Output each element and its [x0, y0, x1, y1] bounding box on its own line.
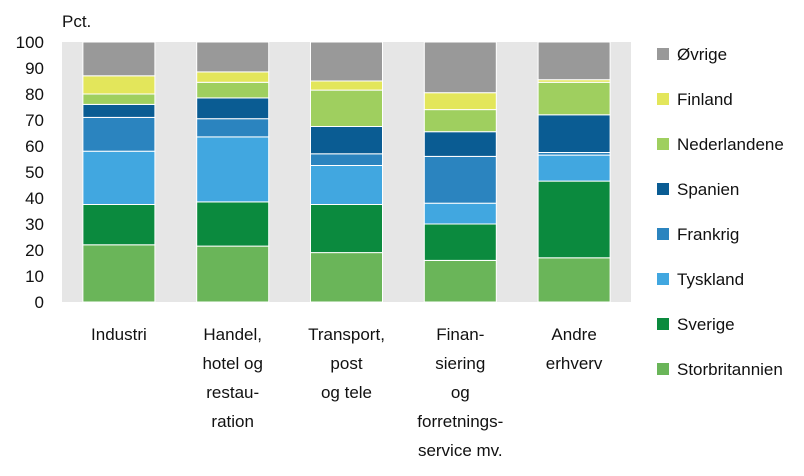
bar-segment — [82, 204, 156, 246]
bar-segment — [310, 165, 383, 205]
bar-segment — [82, 93, 156, 105]
y-tick-label: 100 — [16, 33, 44, 52]
bar-segment — [310, 41, 383, 82]
y-tick-label: 10 — [25, 267, 44, 286]
legend-label: Sverige — [677, 315, 735, 334]
bar-segment — [196, 201, 270, 247]
legend-swatch — [657, 138, 669, 150]
bar-segment — [423, 131, 497, 157]
x-tick-label: Handel, — [203, 325, 262, 344]
x-tick-label: Transport, — [308, 325, 385, 344]
bar-segment — [423, 223, 497, 261]
x-tick-label: og tele — [321, 383, 372, 402]
legend-swatch — [657, 183, 669, 195]
bar-segment — [423, 155, 497, 204]
bar-segment — [537, 180, 611, 259]
bar-segment — [423, 92, 497, 111]
x-tick-label: Andre — [551, 325, 596, 344]
bar-segment — [196, 136, 270, 203]
y-tick-label: 70 — [25, 111, 44, 130]
bar-segment — [196, 81, 270, 99]
legend-label: Nederlandene — [677, 135, 784, 154]
legend-label: Storbritannien — [677, 360, 783, 379]
legend-label: Spanien — [677, 180, 739, 199]
bar-segment — [537, 41, 611, 81]
x-tick-label: service mv. — [418, 441, 503, 460]
x-tick-label: og — [451, 383, 470, 402]
bar-segment — [310, 153, 383, 167]
y-tick-label: 30 — [25, 215, 44, 234]
y-tick-label: 80 — [25, 85, 44, 104]
bar-segment — [537, 154, 611, 182]
bar-segment — [310, 252, 383, 303]
x-tick-label: siering — [435, 354, 485, 373]
bar-segment — [82, 116, 156, 152]
bar-segment — [196, 41, 270, 73]
bar-segment — [423, 109, 497, 133]
bar-segment — [196, 97, 270, 120]
bar-segment — [310, 89, 383, 127]
bar-segment — [423, 41, 497, 94]
x-tick-label: forretnings- — [417, 412, 503, 431]
legend-label: Tyskland — [677, 270, 744, 289]
bar-segment — [196, 245, 270, 303]
bar-segment — [537, 81, 611, 116]
x-tick-label: Finan- — [436, 325, 484, 344]
legend-swatch — [657, 363, 669, 375]
legend-label: Øvrige — [677, 45, 727, 64]
bar-segment — [310, 204, 383, 254]
legend-swatch — [657, 93, 669, 105]
y-tick-label: 50 — [25, 163, 44, 182]
bar-segment — [82, 41, 156, 77]
x-tick-label: erhverv — [546, 354, 603, 373]
bar-segment — [82, 244, 156, 303]
legend-swatch — [657, 273, 669, 285]
x-tick-label: ration — [211, 412, 254, 431]
legend-swatch — [657, 318, 669, 330]
bar-segment — [310, 126, 383, 155]
bar-segment — [537, 257, 611, 303]
legend-label: Finland — [677, 90, 733, 109]
bar-segment — [82, 103, 156, 118]
y-tick-label: 90 — [25, 59, 44, 78]
y-tick-label: 40 — [25, 189, 44, 208]
bar-segment — [82, 75, 156, 95]
bar-segment — [537, 114, 611, 154]
y-axis-label: Pct. — [62, 12, 91, 31]
y-tick-label: 60 — [25, 137, 44, 156]
bar-segment — [310, 80, 383, 91]
x-tick-label: Industri — [91, 325, 147, 344]
y-tick-label: 0 — [35, 293, 44, 312]
x-tick-label: post — [330, 354, 362, 373]
legend-swatch — [657, 228, 669, 240]
bar-segment — [82, 150, 156, 205]
x-tick-label: hotel og — [202, 354, 263, 373]
legend-label: Frankrig — [677, 225, 739, 244]
y-tick-label: 20 — [25, 241, 44, 260]
bar-segment — [423, 259, 497, 303]
bar-segment — [196, 118, 270, 138]
bar-segment — [196, 71, 270, 83]
bar-segment — [423, 202, 497, 225]
legend-swatch — [657, 48, 669, 60]
x-tick-label: restau- — [206, 383, 259, 402]
